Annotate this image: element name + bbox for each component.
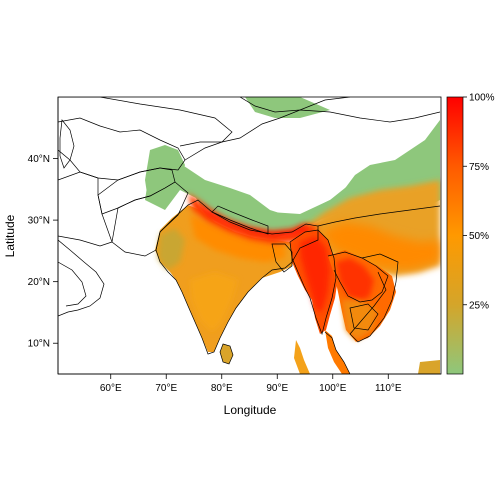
region-india-west: [158, 228, 185, 270]
border-arabia-inner: [58, 261, 87, 307]
border-caspian: [59, 119, 75, 169]
region-india-deccan: [190, 272, 238, 332]
x-tick-label: 110°E: [375, 383, 402, 394]
border-china-south: [317, 205, 441, 227]
color-scale-ticks: 25% 50% 75% 100%: [463, 93, 495, 311]
probability-surface: [145, 97, 440, 374]
region-central-asia-green: [145, 145, 185, 205]
x-tick-label: 70°E: [155, 383, 177, 394]
color-scale-bar: [447, 97, 463, 374]
region-malay-peninsula: [325, 330, 350, 374]
region-indochina-south: [342, 300, 378, 340]
y-axis: 10°N 20°N 30°N 40°N: [28, 97, 59, 374]
x-tick-label: 90°E: [266, 383, 288, 394]
border-myanmar: [289, 229, 337, 336]
scale-tick-label: 100%: [469, 93, 495, 104]
border-arabia: [58, 239, 105, 317]
region-borneo-edge: [418, 360, 440, 374]
y-tick-label: 10°N: [28, 339, 50, 350]
border-mongolia: [239, 97, 351, 113]
scale-tick-label: 50%: [469, 231, 489, 242]
x-tick-label: 60°E: [100, 383, 122, 394]
border-bangladesh: [271, 243, 293, 273]
border-central-asia: [58, 117, 186, 181]
border-thailand-laos: [327, 251, 389, 303]
region-myanmar-core: [300, 236, 330, 312]
x-axis-title: Longitude: [224, 403, 277, 417]
scale-tick-label: 75%: [469, 162, 489, 173]
region-sumatra: [294, 340, 310, 374]
border-nepal: [211, 205, 269, 235]
border-sri-lanka: [219, 343, 234, 365]
y-tick-label: 20°N: [28, 277, 50, 288]
x-tick-label: 100°E: [319, 383, 347, 394]
scale-tick-label: 25%: [469, 300, 489, 311]
border-india: [155, 199, 319, 355]
border-china: [184, 109, 441, 161]
color-scale-legend: 25% 50% 75% 100%: [446, 93, 495, 375]
region-tibet-green: [185, 150, 440, 238]
region-mongolia-green: [245, 97, 330, 118]
y-tick-label: 40°N: [28, 154, 50, 165]
region-india-north-hot: [190, 215, 285, 262]
region-sri-lanka: [220, 344, 233, 364]
y-tick-label: 30°N: [28, 216, 50, 227]
x-axis: 60°E 70°E 80°E 90°E 100°E 110°E: [58, 373, 441, 394]
border-vietnam: [349, 253, 399, 343]
border-kazakhstan: [58, 97, 233, 147]
y-axis-title: Latitude: [3, 214, 17, 257]
region-south-china-hot: [320, 222, 440, 270]
map-panel: [57, 96, 442, 375]
border-malay: [324, 331, 351, 374]
country-borders: [58, 97, 441, 374]
x-tick-label: 80°E: [211, 383, 233, 394]
border-cambodia: [349, 303, 379, 331]
